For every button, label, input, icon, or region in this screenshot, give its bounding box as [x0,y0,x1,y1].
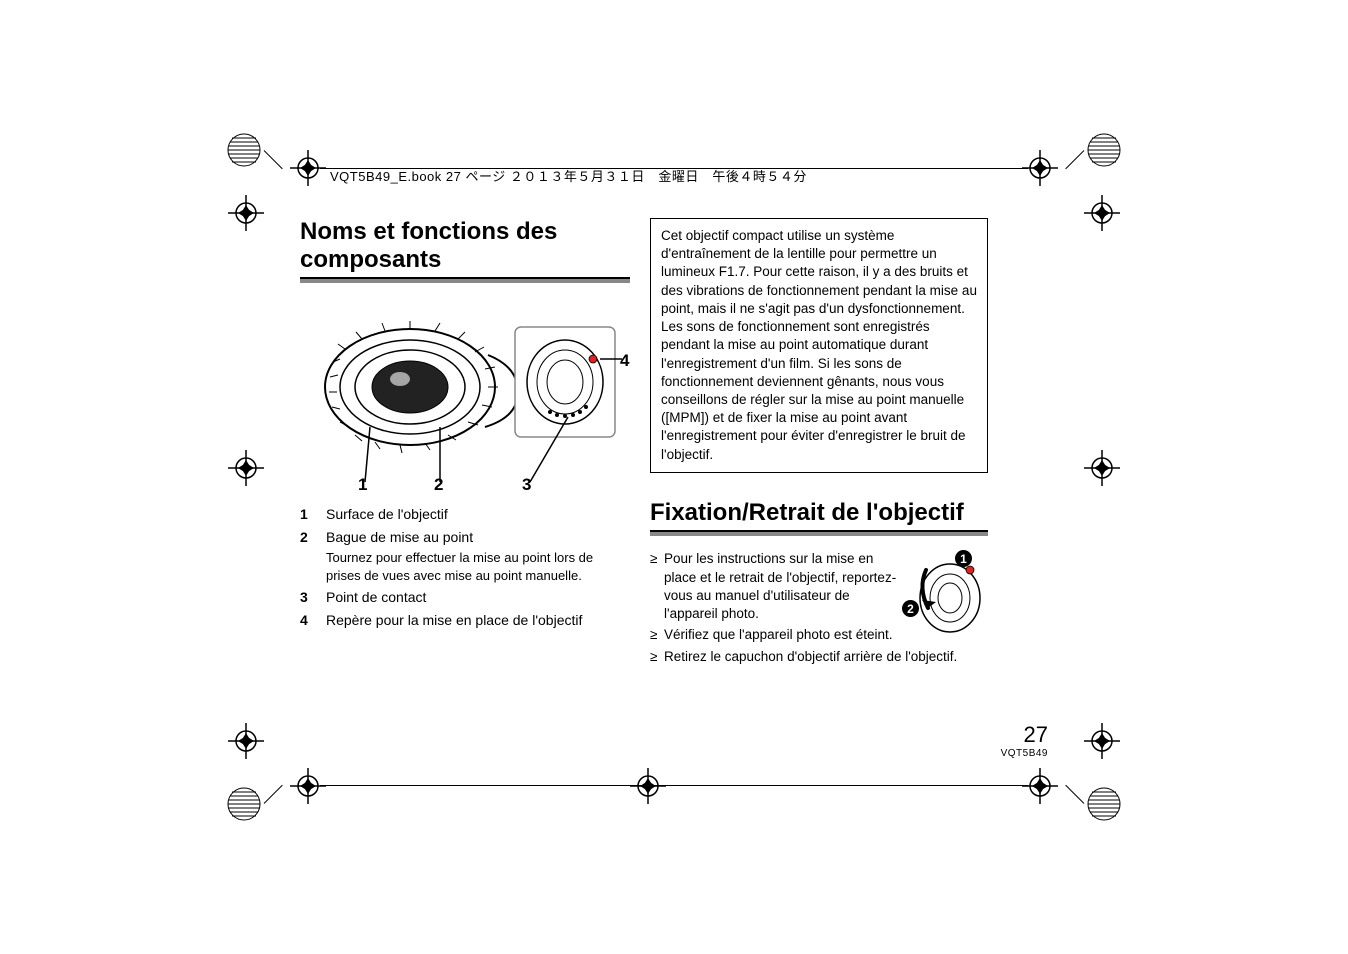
left-column: Noms et fonctions des composants [300,218,630,634]
reg-corner-tr [1084,130,1124,170]
reg-cross-icon [228,195,264,231]
item-label: Point de contact [326,588,630,607]
list-item: 2 Bague de mise au point Tournez pour ef… [300,528,630,584]
print-header: VQT5B49_E.book 27 ページ ２０１３年５月３１日 金曜日 午後４… [330,166,807,185]
reg-corner-bl [224,784,264,824]
diagram-label-1: 1 [358,475,367,495]
bullet-text: Pour les instructions sur la mise en pla… [664,550,900,623]
diagram-label-2: 2 [434,475,443,495]
list-item: 4 Repère pour la mise en place de l'obje… [300,611,630,630]
item-number: 3 [300,588,326,607]
reg-line [264,150,283,169]
reg-corner-tl [224,130,264,170]
item-number: 1 [300,505,326,524]
section-title-components: Noms et fonctions des composants [300,218,630,273]
info-box: Cet objectif compact utilise un système … [650,218,988,473]
reg-line [264,785,283,804]
reg-line [1065,785,1084,804]
right-column: Cet objectif compact utilise un système … [650,218,988,669]
crop-line-bottom [320,785,1028,786]
item-number: 4 [300,611,326,630]
reg-corner-br [1084,784,1124,824]
reg-cross-icon [1084,195,1120,231]
title-underline [300,277,630,283]
reg-line [1065,150,1084,169]
attach-bullets: ≥Pour les instructions sur la mise en pl… [650,550,900,647]
reg-cross-icon [290,768,326,804]
item-number: 2 [300,528,326,584]
lens-diagram: 1 2 3 4 [300,297,630,497]
page-number: 27 [1001,722,1048,748]
list-item: 3 Point de contact [300,588,630,607]
component-list: 1 Surface de l'objectif 2 Bague de mise … [300,505,630,630]
page-footer: 27 VQT5B49 [1001,722,1048,759]
item-label: Surface de l'objectif [326,505,630,524]
reg-cross-icon [1084,450,1120,486]
item-label: Bague de mise au point [326,528,630,547]
reg-cross-icon [1084,723,1120,759]
reg-cross-icon [228,723,264,759]
diagram-label-3: 3 [522,475,531,495]
reg-cross-icon [228,450,264,486]
item-sublabel: Tournez pour effectuer la mise au point … [326,549,630,584]
bullet-text: Retirez le capuchon d'objectif arrière d… [664,648,988,666]
title-underline [650,530,988,536]
reg-cross-icon [1022,768,1058,804]
diagram-label-4: 4 [620,351,629,371]
section-title-attach: Fixation/Retrait de l'objectif [650,499,988,527]
doc-code: VQT5B49 [1001,748,1048,759]
attach-diagram: 1 2 [908,550,988,640]
bullet-text: Vérifiez que l'appareil photo est éteint… [664,626,900,644]
item-label: Repère pour la mise en place de l'object… [326,611,630,630]
attach-bullets-2: ≥Retirez le capuchon d'objectif arrière … [650,648,988,666]
reg-cross-icon [630,768,666,804]
list-item: 1 Surface de l'objectif [300,505,630,524]
